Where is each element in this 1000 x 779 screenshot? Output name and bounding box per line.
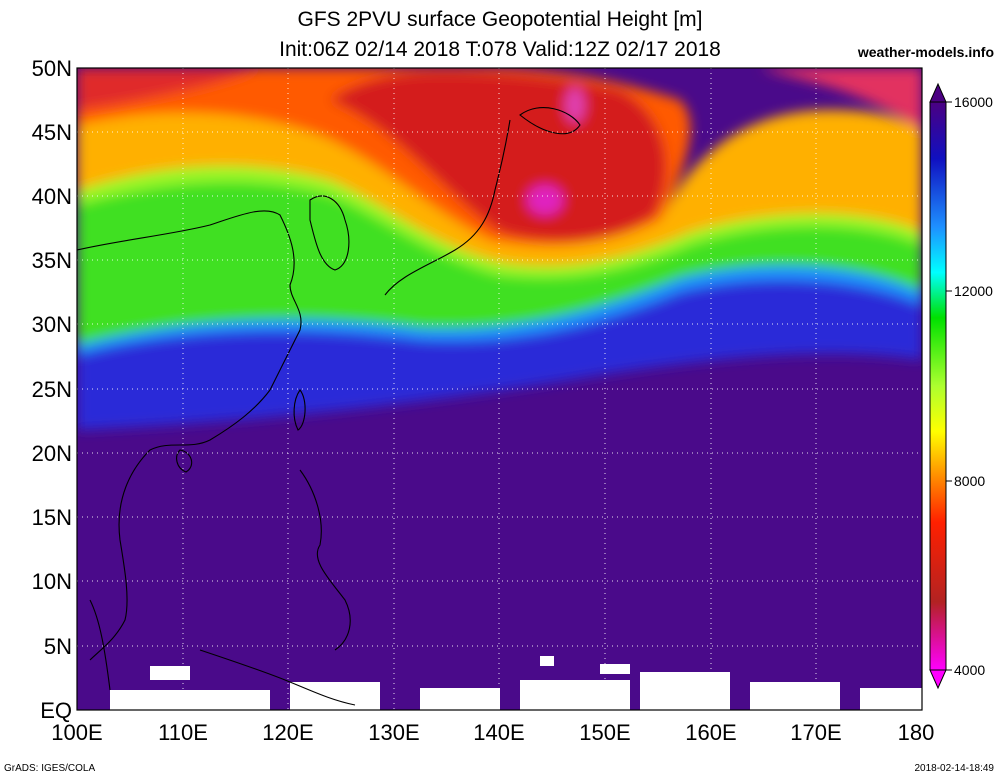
lat-label-30n: 30N bbox=[32, 312, 72, 337]
lat-label-50n: 50N bbox=[32, 56, 72, 81]
lat-label-5n: 5N bbox=[44, 634, 72, 659]
graticule bbox=[77, 68, 922, 710]
lon-label-140e: 140E bbox=[473, 720, 524, 745]
map-title: GFS 2PVU surface Geopotential Height [m] bbox=[297, 8, 703, 31]
software-credit: GrADS: IGES/COLA bbox=[4, 763, 96, 774]
lon-label-160e: 160E bbox=[685, 720, 736, 745]
map-subtitle: Init:06Z 02/14 2018 T:078 Valid:12Z 02/1… bbox=[279, 38, 721, 61]
lat-label-eq: EQ bbox=[40, 698, 72, 723]
coastlines bbox=[77, 107, 581, 706]
colorbar-label-16000: 16000 bbox=[954, 94, 993, 110]
lon-label-110e: 110E bbox=[158, 720, 208, 745]
lon-label-180: 180 bbox=[898, 720, 935, 745]
lon-labels: 100E 110E 120E 130E 140E 150E 160E 170E … bbox=[51, 720, 934, 745]
lon-label-170e: 170E bbox=[790, 720, 841, 745]
colorbar: 16000 12000 8000 4000 bbox=[929, 82, 993, 690]
lon-label-150e: 150E bbox=[579, 720, 630, 745]
colorbar-label-8000: 8000 bbox=[954, 473, 985, 489]
missing-data-area bbox=[110, 656, 922, 710]
colorbar-scale bbox=[929, 101, 947, 671]
colorbar-top-arrow bbox=[929, 82, 947, 103]
lon-label-130e: 130E bbox=[368, 720, 419, 745]
site-credit: weather-models.info bbox=[857, 44, 994, 60]
lon-label-100e: 100E bbox=[51, 720, 102, 745]
render-timestamp: 2018-02-14-18:49 bbox=[914, 763, 994, 774]
lat-label-35n: 35N bbox=[32, 248, 72, 273]
colorbar-label-4000: 4000 bbox=[954, 662, 985, 678]
lon-label-120e: 120E bbox=[262, 720, 313, 745]
lat-label-25n: 25N bbox=[32, 377, 72, 402]
lat-label-10n: 10N bbox=[32, 569, 72, 594]
lat-labels: 50N 45N 40N 35N 30N 25N 20N 15N 10N 5N E… bbox=[32, 56, 72, 723]
lat-label-45n: 45N bbox=[32, 120, 72, 145]
lat-label-20n: 20N bbox=[32, 441, 72, 466]
lat-label-40n: 40N bbox=[32, 184, 72, 209]
map-frame bbox=[76, 67, 923, 711]
colorbar-bottom-arrow bbox=[929, 669, 947, 690]
colorbar-label-12000: 12000 bbox=[954, 283, 993, 299]
lat-label-15n: 15N bbox=[32, 505, 72, 530]
